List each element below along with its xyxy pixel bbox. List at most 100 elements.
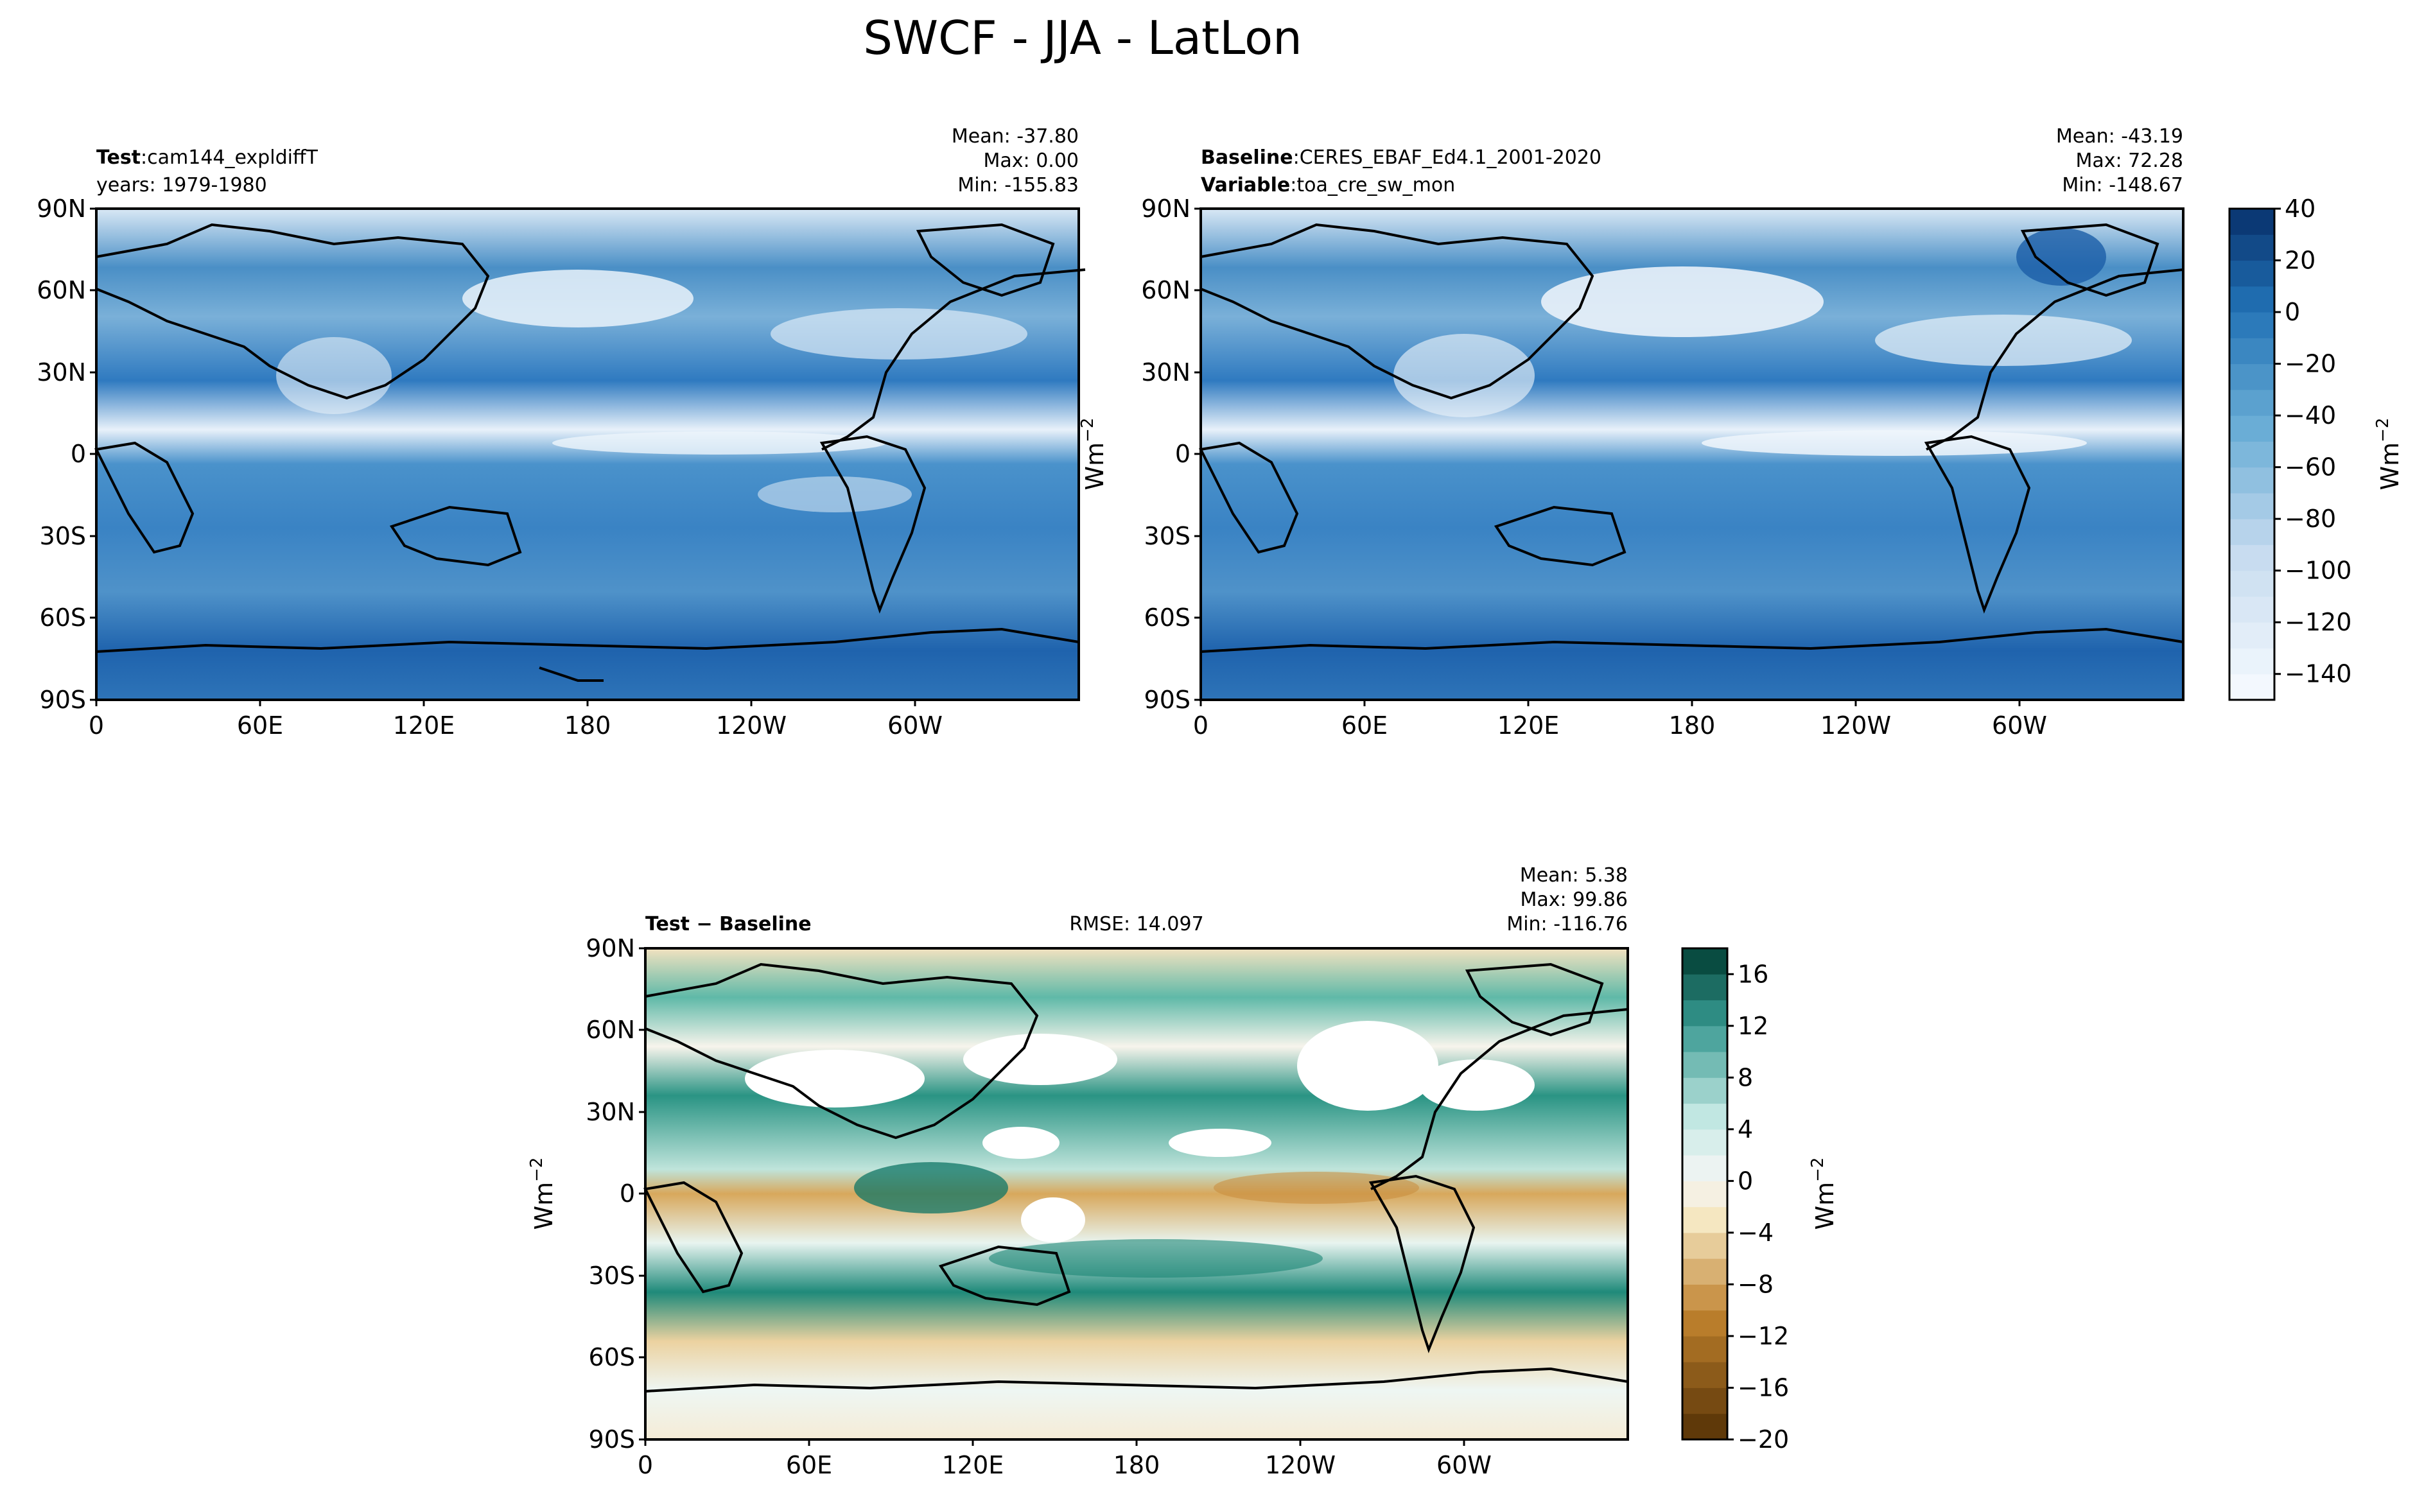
colorbar-diff-level [1682,1362,1727,1388]
ytick-label: 30N [586,1098,635,1126]
xtick-label: 120W [1820,711,1891,740]
ytick-label: 60S [40,604,86,632]
colorbar-diff-tick-label: −20 [1738,1425,1789,1454]
colorbar-blues-level [2229,673,2274,700]
ytick-label: 30N [1141,358,1190,387]
ytick-label: 90N [37,195,86,223]
test-coastlines [94,223,1086,682]
difference-mean: Mean: 5.38 [1520,864,1628,887]
ytick-label: 90S [40,686,86,714]
test-panel: 90N 60N 30N 0 30S 60S 90S 0 60E 120E 180… [37,125,1086,740]
colorbar-diff-level [1682,948,1727,975]
colorbar-diff-level [1682,1103,1727,1130]
xtick-label: 60E [786,1451,832,1479]
ytick-label: 60S [1144,604,1190,632]
difference-map-field [645,948,1628,1439]
difference-rmse: RMSE: 14.097 [1069,913,1203,935]
baseline-label: Baseline:CERES_EBAF_Ed4.1_2001-2020 [1201,146,1601,169]
colorbar-diff-level [1682,1206,1727,1233]
colorbar-diff-level [1682,1413,1727,1440]
ytick-label: 60N [37,276,86,304]
baseline-min: Min: -148.67 [2062,174,2183,196]
ytick-label: 30S [589,1262,635,1290]
ytick-label: 90N [586,934,635,962]
colorbar-blues-ticks: 40 20 0 −20 −40 −60 −80 −100 −120 −140 [2274,195,2351,688]
ytick-label: 0 [620,1179,635,1208]
colorbar-blues-tick-label: 40 [2285,195,2315,223]
xtick-label: 60W [887,711,943,740]
baseline-panel: 90N 60N 30N 0 30S 60S 90S 0 60E 120E 180… [1078,125,2184,740]
test-years: years: 1979-1980 [96,174,267,196]
colorbar-blues-level [2229,415,2274,442]
colorbar-blues-tick-label: 0 [2285,298,2300,326]
colorbar-diff-tick-label: 16 [1738,960,1768,988]
xtick-label: 60E [237,711,283,740]
xtick-label: 120E [393,711,455,740]
colorbar-diff-level [1682,1000,1727,1027]
colorbar-blues-tick-label: −100 [2285,557,2351,585]
colorbar-diff-level [1682,1387,1727,1414]
colorbar-blues-level [2229,286,2274,313]
test-max: Max: 0.00 [984,150,1079,172]
colorbar-diff-level [1682,1052,1727,1078]
xtick-label: 120E [942,1451,1004,1479]
difference-ylabel: Wm−2 [527,1158,558,1230]
colorbar-diff-tick-label: −16 [1738,1373,1789,1402]
colorbar-blues-level [2229,234,2274,261]
baseline-xticks: 0 60E 120E 180 120W 60W [1193,700,2047,740]
colorbar-blues-frame [2228,207,2276,701]
colorbar-diff-level [1682,1077,1727,1104]
test-yticks: 90N 60N 30N 0 30S 60S 90S [37,195,96,714]
colorbar-blues-level [2229,441,2274,468]
xtick-label: 120W [1265,1451,1336,1479]
ytick-label: 90S [589,1425,635,1454]
baseline-map-field [1201,209,2183,700]
colorbar-diff-tick-label: −8 [1738,1270,1774,1298]
difference-yticks: 90N 60N 30N 0 30S 60S 90S [586,934,645,1454]
difference-max: Max: 99.86 [1520,889,1628,911]
colorbar-blues-level [2229,570,2274,597]
xtick-label: 60W [1436,1451,1492,1479]
xtick-label: 0 [1193,711,1208,740]
colorbar-diff-levels [1682,948,1727,1440]
colorbar-blues-level [2229,389,2274,416]
colorbar-diff: 16 12 8 4 0 −4 −8 −12 −16 −20 Wm−2 [1681,947,1839,1454]
colorbar-diff-frame [1681,947,1729,1441]
colorbar-blues-tick-label: 20 [2285,247,2315,275]
colorbar-blues-tick-label: −60 [2285,453,2336,482]
colorbar-blues-level [2229,209,2274,235]
colorbar-blues-tick-label: −140 [2285,660,2351,688]
colorbar-blues-level [2229,648,2274,675]
xtick-label: 0 [638,1451,653,1479]
baseline-mean: Mean: -43.19 [2056,125,2183,148]
colorbar-diff-tick-label: 12 [1738,1012,1768,1040]
colorbar-diff-label: Wm−2 [1808,1158,1839,1230]
colorbar-diff-tick-label: −4 [1738,1219,1774,1247]
colorbar-diff-level [1682,1232,1727,1259]
colorbar-diff-ticks: 16 12 8 4 0 −4 −8 −12 −16 −20 [1727,960,1789,1454]
ytick-label: 90N [1141,195,1190,223]
xtick-label: 120W [716,711,787,740]
ytick-label: 60N [1141,276,1190,304]
test-mean: Mean: -37.80 [952,125,1079,148]
figure-title: SWCF - JJA - LatLon [863,11,1302,65]
colorbar-blues-tick-label: −120 [2285,608,2351,636]
colorbar-blues-level [2229,622,2274,648]
test-min: Min: -155.83 [957,174,1079,196]
baseline-yticks: 90N 60N 30N 0 30S 60S 90S [1141,195,1201,714]
colorbar-diff-level [1682,1258,1727,1285]
colorbar-blues-tick-label: −20 [2285,350,2336,378]
xtick-label: 180 [1113,1451,1160,1479]
baseline-max: Max: 72.28 [2075,150,2183,172]
difference-panel: 90N 60N 30N 0 30S 60S 90S 0 60E 120E 180… [527,864,1629,1479]
ytick-label: 30S [40,522,86,550]
colorbar-diff-tick-label: 0 [1738,1167,1753,1195]
difference-coastlines [643,962,1628,1393]
difference-xticks: 0 60E 120E 180 120W 60W [638,1439,1492,1479]
ytick-label: 0 [71,440,86,468]
colorbar-blues-tick-label: −80 [2285,505,2336,533]
colorbar-diff-level [1682,1025,1727,1052]
ytick-label: 60N [586,1016,635,1044]
ytick-label: 90S [1144,686,1190,714]
test-xticks: 0 60E 120E 180 120W 60W [89,700,943,740]
